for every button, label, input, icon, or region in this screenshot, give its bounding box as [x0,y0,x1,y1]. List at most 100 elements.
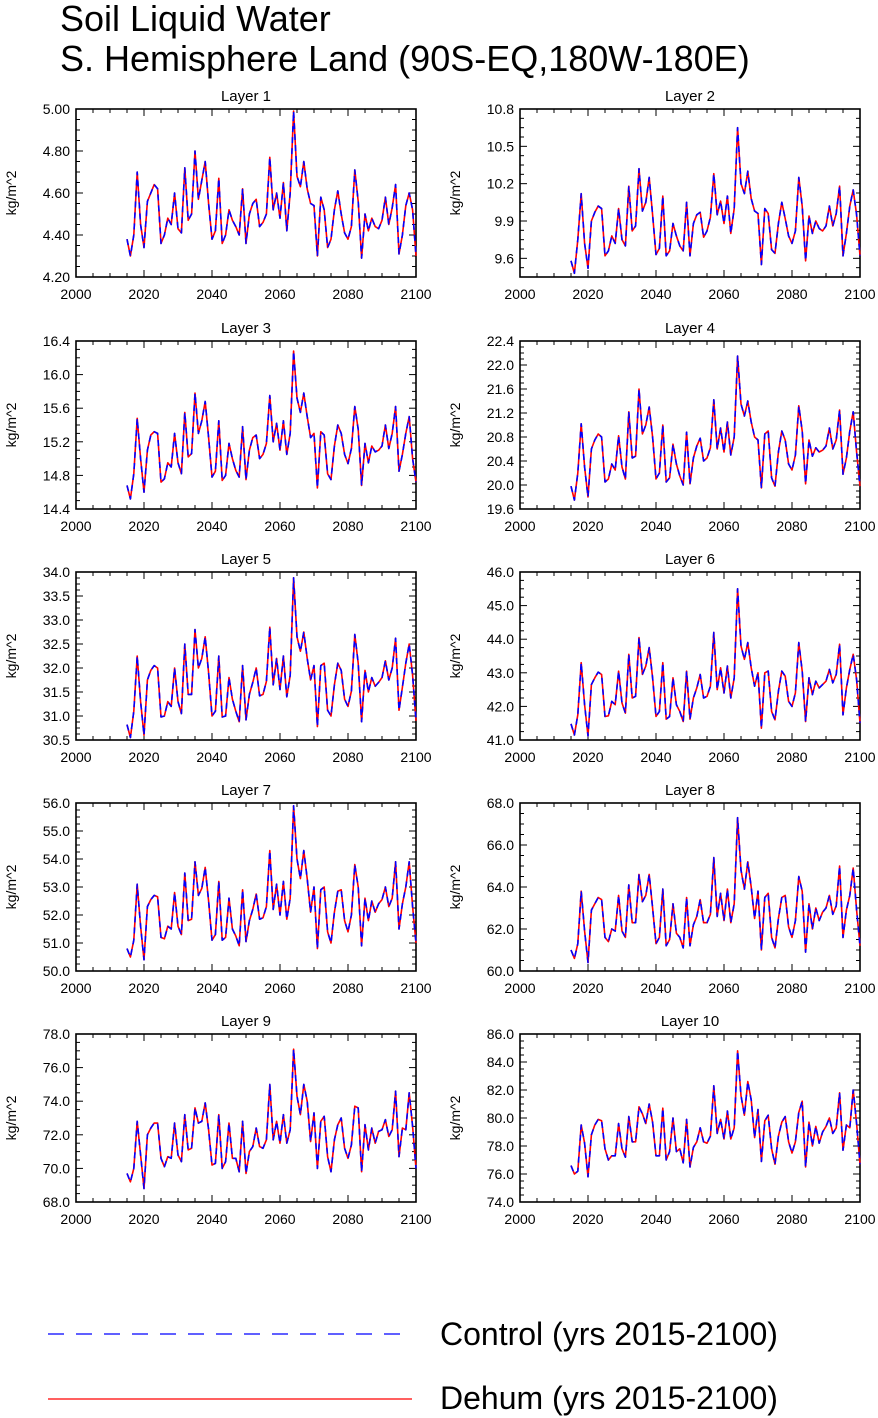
panel-title: Layer 1 [221,88,271,105]
y-tick-label: 32.5 [43,636,70,652]
y-tick-label: 31.5 [43,684,70,700]
y-tick-label: 14.4 [43,501,70,517]
x-tick-label: 2060 [708,749,739,765]
y-tick-label: 55.0 [43,823,70,839]
x-tick-label: 2000 [504,749,535,765]
y-tick-label: 44.0 [487,631,514,647]
y-tick-label: 30.5 [43,732,70,748]
x-tick-label: 2080 [332,749,363,765]
y-axis-label: kg/m^2 [447,864,463,909]
y-tick-label: 20.8 [487,429,514,445]
x-tick-label: 2040 [640,286,671,302]
x-tick-label: 2020 [128,286,159,302]
y-tick-label: 66.0 [487,837,514,853]
chart-panel-7: Layer 7 kg/m^2 2000 2020 2040 2060 2080 2100 50.… [3,782,432,996]
y-axis-label: kg/m^2 [447,402,463,447]
x-tick-label: 2060 [708,286,739,302]
chart-subtitle: S. Hemisphere Land (90S-EQ,180W-180E) [60,38,750,79]
y-tick-label: 21.6 [487,381,514,397]
panel-title: Layer 8 [665,782,715,799]
x-tick-label: 2080 [776,286,807,302]
x-tick-label: 2020 [572,1211,603,1227]
x-tick-label: 2040 [640,749,671,765]
y-tick-label: 22.0 [487,357,514,373]
series-line-control [126,804,417,961]
panel-title: Layer 6 [665,551,715,568]
y-tick-label: 78.0 [487,1138,514,1154]
x-tick-label: 2020 [572,980,603,996]
y-tick-label: 21.2 [487,405,514,421]
series-line-control [126,350,417,500]
y-axis-label: kg/m^2 [3,170,19,215]
legend-lines [48,1333,412,1400]
y-tick-label: 4.60 [43,185,70,201]
x-tick-label: 2040 [196,749,227,765]
chart-panel-8: Layer 8 kg/m^2 2000 2020 2040 2060 2080 2100 60.… [447,782,876,996]
y-tick-label: 84.0 [487,1054,514,1070]
y-tick-label: 50.0 [43,963,70,979]
chart-title: Soil Liquid Water [60,0,331,39]
plot-frame [519,1033,861,1203]
x-tick-label: 2100 [844,749,875,765]
x-tick-label: 2000 [60,749,91,765]
y-axis-label: kg/m^2 [447,633,463,678]
x-tick-label: 2080 [332,980,363,996]
plot-frame [75,1033,417,1203]
y-tick-label: 32.0 [43,660,70,676]
panel-title: Layer 9 [221,1013,271,1030]
y-tick-label: 68.0 [487,795,514,811]
series-line-control [126,110,417,259]
x-tick-label: 2000 [60,518,91,534]
x-tick-label: 2040 [196,286,227,302]
x-tick-label: 2020 [572,518,603,534]
x-tick-label: 2100 [400,1211,431,1227]
y-tick-label: 33.0 [43,612,70,628]
panel-title: Layer 2 [665,88,715,105]
series-line-control [126,1048,417,1190]
y-tick-label: 64.0 [487,879,514,895]
chart-panel-5: Layer 5 kg/m^2 2000 2020 2040 2060 2080 2100 30.… [3,551,432,765]
x-tick-label: 2060 [264,980,295,996]
y-tick-label: 54.0 [43,851,70,867]
x-tick-label: 2100 [844,1211,875,1227]
x-tick-label: 2020 [572,749,603,765]
y-tick-label: 9.9 [495,213,515,229]
y-tick-label: 74.0 [487,1194,514,1210]
y-tick-label: 15.6 [43,400,70,416]
y-tick-label: 82.0 [487,1082,514,1098]
x-tick-label: 2020 [572,286,603,302]
series-line-control [570,816,861,964]
y-tick-label: 70.0 [43,1160,70,1176]
x-tick-label: 2040 [640,980,671,996]
x-tick-label: 2000 [504,1211,535,1227]
x-tick-label: 2100 [844,518,875,534]
chart-panel-10: Layer 10 kg/m^2 2000 2020 2040 2060 2080 2100 74… [447,1013,876,1227]
panel-title: Layer 10 [661,1013,719,1030]
x-tick-label: 2080 [776,980,807,996]
x-tick-label: 2020 [128,980,159,996]
series-line-control [570,1050,861,1178]
x-tick-label: 2000 [504,286,535,302]
x-tick-label: 2060 [708,980,739,996]
series-line-dehum [126,350,417,500]
panel-title: Layer 4 [665,320,715,337]
x-tick-label: 2040 [640,518,671,534]
y-tick-label: 9.6 [495,250,515,266]
x-tick-label: 2040 [196,1211,227,1227]
y-tick-label: 5.00 [43,101,70,117]
y-tick-label: 16.4 [43,333,70,349]
x-tick-label: 2100 [400,980,431,996]
x-tick-label: 2080 [332,1211,363,1227]
chart-panel-3: Layer 3 kg/m^2 2000 2020 2040 2060 2080 2100 14.… [3,320,432,534]
y-tick-label: 31.0 [43,708,70,724]
y-tick-label: 10.2 [487,176,514,192]
series-line-control [570,587,861,737]
y-tick-label: 72.0 [43,1127,70,1143]
x-tick-label: 2040 [640,1211,671,1227]
chart-panel-4: Layer 4 kg/m^2 2000 2020 2040 2060 2080 2100 19.… [447,320,876,534]
y-tick-label: 60.0 [487,963,514,979]
y-tick-label: 19.6 [487,501,514,517]
y-axis-label: kg/m^2 [3,633,19,678]
x-tick-label: 2000 [60,980,91,996]
y-axis-label: kg/m^2 [3,1095,19,1140]
